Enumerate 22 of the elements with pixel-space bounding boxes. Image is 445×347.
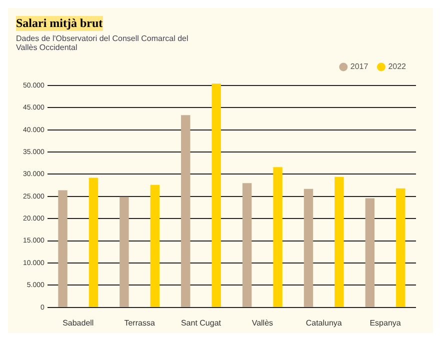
- x-tick-label: Sabadell: [62, 318, 94, 327]
- bar: [242, 182, 252, 306]
- bar: [365, 198, 375, 306]
- bar: [273, 166, 282, 306]
- x-tick-label: Sant Cugat: [180, 318, 222, 327]
- x-tick-label: Espanya: [370, 318, 402, 327]
- bar: [304, 188, 314, 306]
- bar: [334, 176, 344, 306]
- x-tick-label: Terrassa: [124, 318, 156, 327]
- bar: [181, 114, 190, 306]
- chart-subtitle: Dades de l'Observatori del Consell Comarcal del Vallès Occidental: [16, 34, 190, 53]
- bar: [58, 190, 68, 306]
- legend-label: 2017: [350, 62, 369, 71]
- legend-label: 2022: [388, 62, 407, 71]
- bar: [88, 177, 98, 306]
- bar: [396, 188, 406, 306]
- chart-title: Salari mitjà brut: [16, 16, 103, 31]
- bar: [150, 184, 160, 306]
- x-tick-label: Vallès: [252, 318, 274, 327]
- bar: [212, 83, 221, 306]
- bar: [120, 196, 129, 306]
- x-tick-label: Catalunya: [306, 318, 342, 327]
